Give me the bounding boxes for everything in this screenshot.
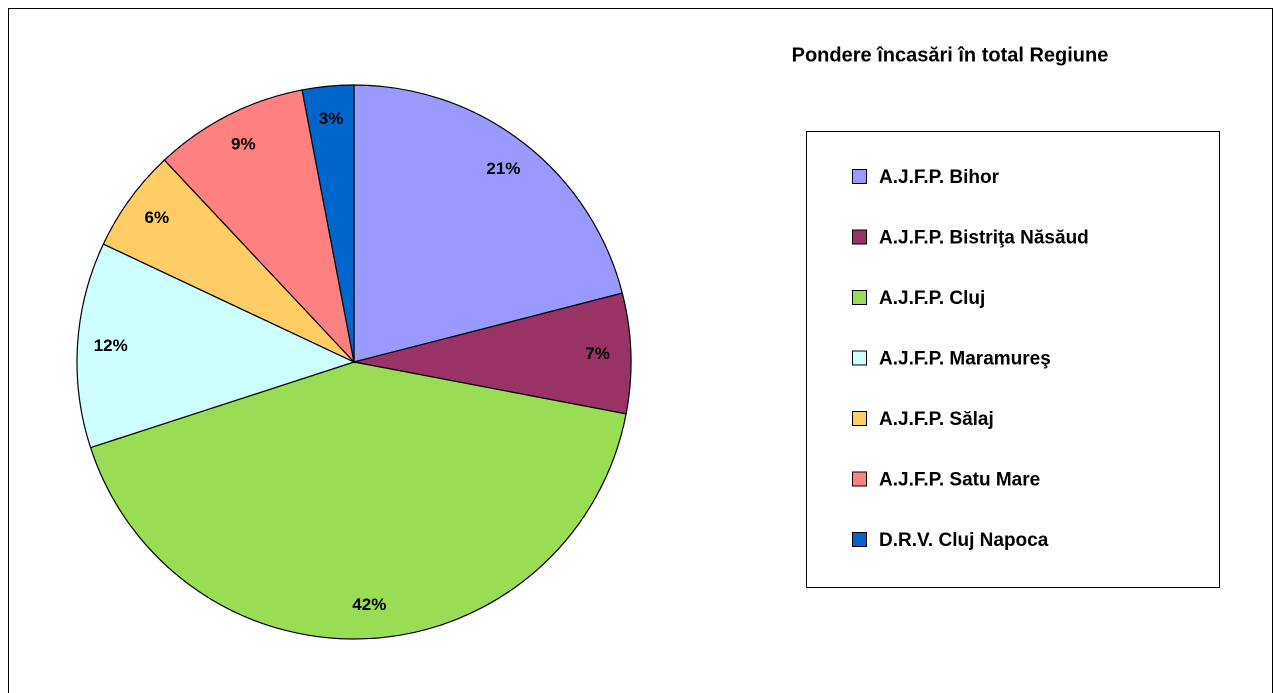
legend-swatch [852,471,867,487]
pie-slice [353,292,632,415]
data-label: 9% [231,134,256,153]
legend-swatch [852,229,867,245]
chart-title: Pondere încasări în total Regiune [792,44,1109,66]
data-label: 7% [585,344,610,363]
legend-swatch [852,411,867,426]
data-label: 12% [94,336,128,355]
legend-swatch [852,169,867,184]
legend-swatch [852,532,867,547]
pie-slice [76,243,356,449]
legend-label: A.J.F.P. Bihor [879,167,1000,188]
data-label: 6% [145,208,170,227]
pie-slice [353,84,624,363]
legend-label: A.J.F.P. Sălaj [879,409,994,430]
legend-label: A.J.F.P. Cluj [879,288,985,309]
pie-slice [301,84,355,363]
legend-box [806,131,1220,588]
legend-swatch [852,350,867,366]
pie-slice [89,361,627,640]
legend-label: A.J.F.P. Maramureş [879,349,1051,370]
legend-swatch [852,290,867,305]
legend-label: A.J.F.P. Satu Mare [879,470,1040,491]
data-label: 42% [352,595,386,614]
data-label: 3% [319,109,344,128]
pie-slice [163,89,355,364]
data-label: 21% [486,159,520,178]
legend-label: A.J.F.P. Bistriţa Năsăud [879,228,1089,249]
legend-label: D.R.V. Cluj Napoca [879,530,1049,551]
